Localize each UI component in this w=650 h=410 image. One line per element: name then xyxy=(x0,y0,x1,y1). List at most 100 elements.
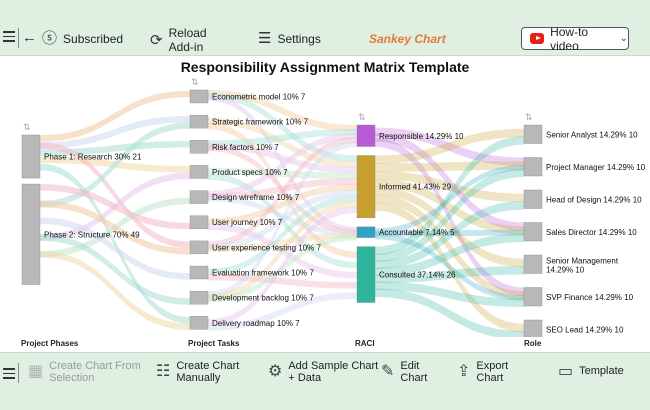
node-label: Responsible 14.29% 10 xyxy=(379,132,464,141)
flow-phase-task xyxy=(40,122,190,208)
flow-phase-task xyxy=(40,140,190,156)
flow-task-raci xyxy=(208,122,357,259)
node-label: User journey 10% 7 xyxy=(212,218,283,227)
column-label-tasks: Project Tasks xyxy=(188,339,240,348)
node-label: Development backlog 10% 7 xyxy=(212,294,314,303)
back-arrow-icon[interactable]: ← xyxy=(22,29,37,46)
top-toolbar: ← ⓢ Subscribed ⟳ Reload Add-in ☰ Setting… xyxy=(0,0,650,56)
add-sample-label: Add Sample Chart + Data xyxy=(288,360,379,384)
sankey-node xyxy=(189,165,209,179)
flow-raci-role xyxy=(375,233,524,277)
flow-raci-role xyxy=(375,171,524,203)
list-icon: ☷ xyxy=(156,363,171,380)
create-manually-button[interactable]: ☷ Create Chart Manually xyxy=(156,360,239,384)
flow-raci-role xyxy=(375,133,524,231)
reload-addin-button[interactable]: ⟳ Reload Add-in xyxy=(150,26,207,54)
flow-task-raci xyxy=(208,189,357,251)
flow-task-raci xyxy=(208,117,357,168)
settings-button[interactable]: ☰ Settings xyxy=(258,31,321,46)
create-manually-label: Create Chart Manually xyxy=(176,360,240,384)
menu-icon[interactable] xyxy=(3,31,15,45)
bottom-toolbar: ▦ Create Chart From Selection ☷ Create C… xyxy=(0,352,650,410)
node-label: Delivery roadmap 10% 7 xyxy=(212,319,300,328)
flow-task-raci xyxy=(208,232,357,252)
flow-phase-task xyxy=(40,184,190,230)
flow-task-raci xyxy=(208,234,357,303)
flow-task-raci xyxy=(208,273,357,289)
sankey-node xyxy=(356,226,376,238)
node-label: User experience testing 10% 7 xyxy=(212,243,322,252)
edit-icon: ✎ xyxy=(381,363,395,380)
flow-task-raci xyxy=(208,136,357,248)
flow-raci-role xyxy=(375,136,524,256)
export-chart-button[interactable]: ⇪ Export Chart xyxy=(457,360,508,384)
node-label: Phase 1: Research 30% 21 xyxy=(44,153,142,162)
flow-task-raci xyxy=(208,92,357,163)
column-label-phases: Project Phases xyxy=(21,339,79,348)
bottom-menu-icon[interactable] xyxy=(3,368,15,382)
node-label: Sales Director 14.29% 10 xyxy=(546,228,637,237)
flow-raci-role xyxy=(375,201,524,270)
flow-raci-role xyxy=(375,202,524,333)
flow-task-raci xyxy=(208,178,357,200)
export-chart-label: Export Chart xyxy=(476,360,509,384)
flow-raci-role xyxy=(375,128,524,164)
sliders-icon: ☰ xyxy=(258,30,272,47)
sankey-links xyxy=(40,90,524,337)
flow-raci-role xyxy=(375,178,524,235)
flow-task-raci xyxy=(208,173,357,269)
flow-task-raci xyxy=(208,132,357,198)
template-button[interactable]: ▭ Template xyxy=(558,358,628,384)
sankey-node xyxy=(523,157,543,177)
sankey-node xyxy=(189,215,209,229)
create-from-selection-button[interactable]: ▦ Create Chart From Selection xyxy=(28,360,141,384)
flow-task-raci xyxy=(208,195,357,276)
sort-icon: ⇅ xyxy=(358,113,366,123)
sankey-chart: Phase 1: Research 30% 21 Phase 2: Structu… xyxy=(21,78,646,337)
subscribed-label: Subscribed xyxy=(63,31,124,46)
flow-raci-role xyxy=(375,266,524,284)
sort-icon: ⇅ xyxy=(191,78,199,88)
flow-raci-role xyxy=(375,138,524,296)
sankey-node xyxy=(189,190,209,204)
flow-raci-role xyxy=(375,281,524,308)
node-label: SVP Finance 14.29% 10 xyxy=(546,293,634,302)
sort-icon: ⇅ xyxy=(23,123,31,133)
sankey-node xyxy=(523,319,543,337)
howto-video-dropdown[interactable]: How-to video ⌄ xyxy=(521,24,629,53)
flow-task-raci xyxy=(208,223,357,279)
reload-label: Reload Add-in xyxy=(168,26,207,54)
flow-raci-role xyxy=(375,186,524,268)
sankey-node xyxy=(189,114,209,129)
howto-label: How-to video xyxy=(550,24,589,53)
flow-task-raci xyxy=(208,140,357,298)
flow-task-raci xyxy=(208,195,357,237)
flow-raci-role xyxy=(375,229,524,237)
edit-chart-button[interactable]: ✎ Edit Chart xyxy=(381,360,427,384)
flow-raci-role xyxy=(375,168,524,263)
node-label: Senior Analyst 14.29% 10 xyxy=(546,130,638,139)
node-label: Project Manager 14.29% 10 xyxy=(546,163,646,172)
settings-label: Settings xyxy=(277,31,321,46)
sankey-node xyxy=(356,246,376,303)
flow-phase-task xyxy=(40,217,190,280)
node-label: 14.29% 10 xyxy=(546,265,585,274)
subscribed-button[interactable]: ⓢ Subscribed xyxy=(42,31,123,46)
node-label: Senior Management xyxy=(546,256,619,265)
flow-raci-role xyxy=(375,194,524,300)
node-label: Econometric model 10% 7 xyxy=(212,92,306,101)
sankey-node xyxy=(523,254,543,274)
node-label: Head of Design 14.29% 10 xyxy=(546,195,642,204)
chart-type-label: Sankey Chart xyxy=(369,32,446,46)
reload-icon: ⟳ xyxy=(150,31,163,49)
template-icon: ▭ xyxy=(558,363,574,380)
sankey-node xyxy=(189,240,209,255)
flow-phase-task xyxy=(40,142,190,249)
sankey-node xyxy=(523,287,543,307)
add-sample-button[interactable]: ⚙ Add Sample Chart + Data xyxy=(268,360,378,384)
sankey-node xyxy=(523,124,543,144)
sankey-node xyxy=(21,183,41,285)
flow-phase-task xyxy=(40,200,190,255)
node-label: Product specs 10% 7 xyxy=(212,168,288,177)
flow-phase-task xyxy=(40,163,190,324)
